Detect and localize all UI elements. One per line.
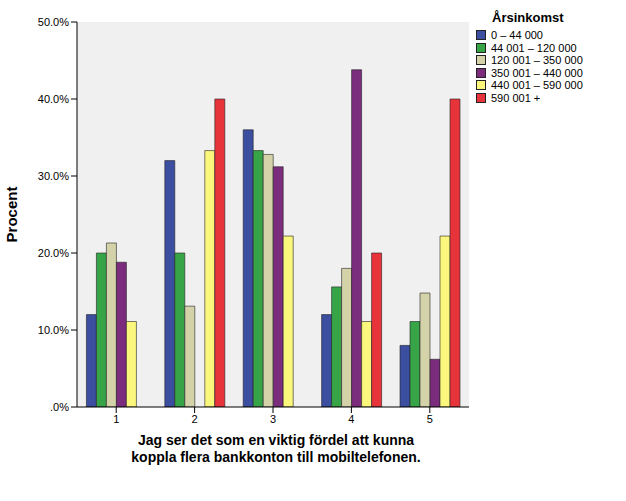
svg-text:4: 4 xyxy=(348,413,354,425)
html-text:Årsinkomst: Årsinkomst xyxy=(492,10,564,25)
svg-text:1: 1 xyxy=(113,413,119,425)
svg-text:.0%: .0% xyxy=(50,401,69,413)
html-text:0 – 44 000: 0 – 44 000 xyxy=(491,29,543,42)
svg-text:5: 5 xyxy=(427,413,433,425)
svg-text:20.0%: 20.0% xyxy=(38,247,69,259)
svg-text:40.0%: 40.0% xyxy=(38,93,69,105)
html-text:koppla flera bankkonton till m: koppla flera bankkonton till mobiltelefo… xyxy=(131,449,421,465)
svg-text:30.0%: 30.0% xyxy=(38,170,69,182)
html-text:440 001 – 590 000: 440 001 – 590 000 xyxy=(491,79,583,92)
svg-text:10.0%: 10.0% xyxy=(38,324,69,336)
html-text:350 001 – 440 000: 350 001 – 440 000 xyxy=(491,66,583,79)
html-text:120 001 – 350 000: 120 001 – 350 000 xyxy=(491,54,583,67)
svg-text:2: 2 xyxy=(192,413,198,425)
svg-text:Procent: Procent xyxy=(8,187,20,243)
html-text:Jag ser det som en viktig förd: Jag ser det som en viktig fördel att kun… xyxy=(137,432,415,448)
svg-text:3: 3 xyxy=(270,413,276,425)
html-text:590 001 +: 590 001 + xyxy=(491,91,541,104)
svg-text:50.0%: 50.0% xyxy=(38,16,69,28)
html-text:44 001 – 120 000: 44 001 – 120 000 xyxy=(491,41,577,54)
